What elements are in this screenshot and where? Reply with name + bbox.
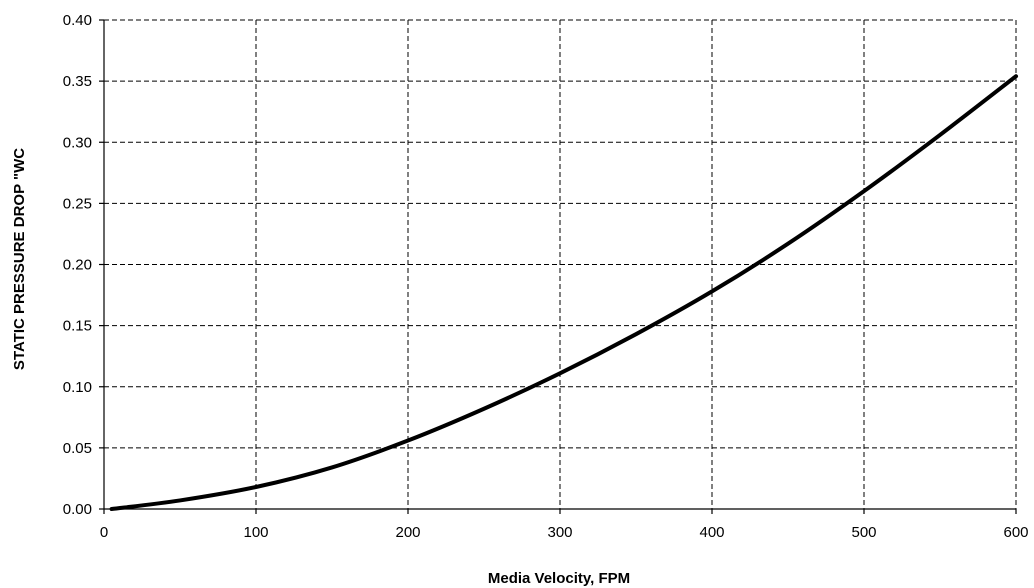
y-tick-label: 0.40 xyxy=(63,12,92,29)
x-tick-label: 400 xyxy=(699,524,724,541)
x-tick-label: 200 xyxy=(395,524,420,541)
grid xyxy=(104,19,1017,509)
y-tick-label: 0.15 xyxy=(63,318,92,335)
tick-labels: 0.00 0.05 0.10 0.15 0.20 0.25 0.30 0.35 0.40 0 100… xyxy=(63,12,1029,541)
y-tick-label: 0.10 xyxy=(63,379,92,396)
y-tick-label: 0.05 xyxy=(63,440,92,457)
x-tick-label: 500 xyxy=(851,524,876,541)
y-tick-label: 0.00 xyxy=(63,501,92,518)
x-tick-label: 100 xyxy=(243,524,268,541)
y-tick-label: 0.20 xyxy=(63,257,92,274)
x-tick-label: 300 xyxy=(547,524,572,541)
pressure-drop-curve xyxy=(109,74,1018,511)
y-tick-label: 0.30 xyxy=(63,134,92,151)
x-tick-label: 600 xyxy=(1003,524,1028,541)
x-tick-label: 0 xyxy=(100,524,108,541)
x-axis-title: Media Velocity, FPM xyxy=(488,570,630,587)
y-tick-label: 0.35 xyxy=(63,73,92,90)
y-axis-title: STATIC PRESSURE DROP "WC xyxy=(11,148,28,370)
y-tick-label: 0.25 xyxy=(63,195,92,212)
axes xyxy=(99,19,1017,514)
